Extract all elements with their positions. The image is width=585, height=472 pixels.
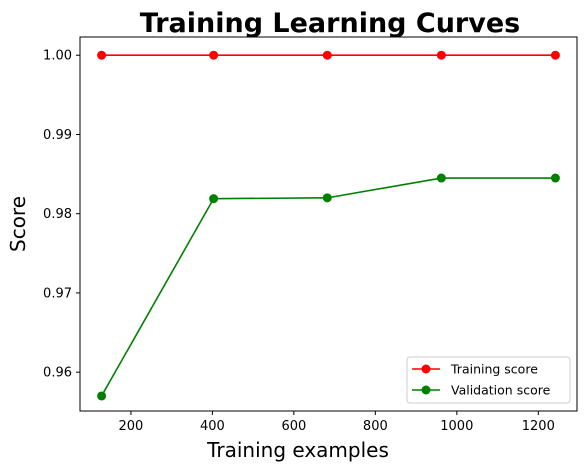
validation-score-point (322, 193, 332, 203)
y-axis-label: Score (6, 196, 30, 252)
training-score-point (209, 50, 219, 60)
validation-score-point (436, 173, 446, 183)
plot-frame (79, 36, 578, 412)
training-score-point (97, 50, 107, 60)
y-axis-ticks: 0.96 0.97 0.98 0.99 1.00 (43, 49, 80, 381)
legend-training-score-marker (421, 364, 431, 374)
y-tick-label: 0.96 (43, 366, 72, 381)
x-tick-label: 1200 (522, 419, 555, 434)
y-tick-label: 0.97 (43, 286, 72, 301)
series-layer (97, 50, 560, 401)
y-tick-label: 1.00 (43, 49, 72, 64)
validation-score-point (97, 391, 107, 401)
validation-score-point (209, 194, 219, 204)
legend-validation-score-label: Validation score (451, 383, 551, 398)
x-tick-label: 1000 (440, 419, 473, 434)
x-tick-label: 200 (119, 419, 144, 434)
x-axis-label: Training examples (206, 438, 389, 462)
plot-area (79, 36, 578, 412)
y-tick-label: 0.99 (43, 128, 72, 143)
training-score-point (550, 50, 560, 60)
x-axis-ticks: 200 400 600 800 1000 1200 (119, 411, 555, 434)
x-tick-label: 600 (281, 419, 306, 434)
legend-validation-score-marker (421, 385, 431, 395)
chart-title: Training Learning Curves (140, 8, 520, 39)
x-tick-label: 400 (200, 419, 225, 434)
legend-training-score-label: Training score (450, 362, 538, 377)
validation-score-point (550, 173, 560, 183)
training-score-point (436, 50, 446, 60)
legend-box (406, 356, 571, 404)
x-tick-label: 800 (363, 419, 388, 434)
y-tick-label: 0.98 (43, 207, 72, 222)
legend: Training score Validation score (406, 356, 571, 404)
training-score-point (322, 50, 332, 60)
